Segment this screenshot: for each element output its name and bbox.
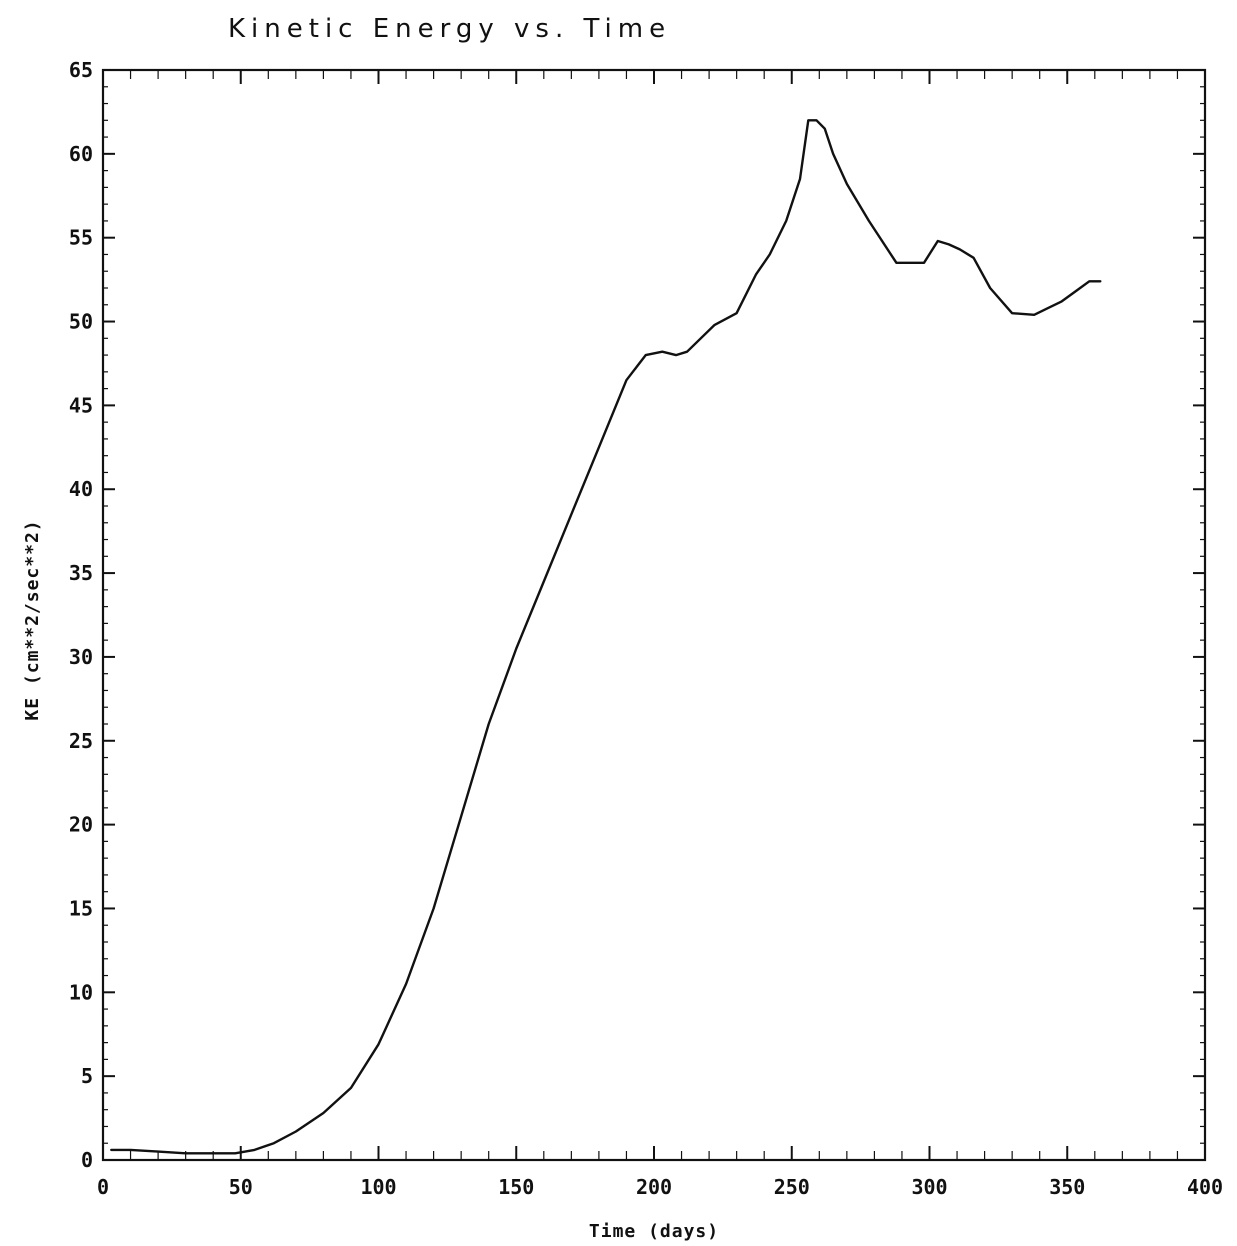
x-tick-label: 50: [229, 1175, 253, 1199]
chart-title: Kinetic Energy vs. Time: [228, 14, 671, 44]
x-tick-label: 0: [97, 1175, 109, 1199]
y-tick-label: 30: [69, 645, 93, 669]
y-tick-label: 5: [81, 1064, 93, 1088]
x-tick-label: 350: [1049, 1175, 1085, 1199]
series-line: [110, 119, 1102, 1155]
y-tick-label: 20: [69, 813, 93, 837]
y-tick-label: 15: [69, 896, 93, 920]
y-tick-label: 40: [69, 477, 93, 501]
x-tick-label: 150: [498, 1175, 534, 1199]
y-axis-label: KE (cm**2/sec**2): [22, 519, 43, 720]
y-tick-label: 65: [69, 58, 93, 82]
y-tick-label: 55: [69, 226, 93, 250]
y-tick-label: 25: [69, 729, 93, 753]
axis-ticks: [102, 69, 1206, 1161]
x-axis-label: Time (days): [589, 1221, 719, 1242]
y-tick-label: 10: [69, 980, 93, 1004]
x-tick-label: 400: [1187, 1175, 1223, 1199]
plot-frame: [101, 68, 1207, 1162]
x-tick-label: 300: [911, 1175, 947, 1199]
x-tick-label: 100: [360, 1175, 396, 1199]
y-tick-label: 35: [69, 561, 93, 585]
y-tick-label: 45: [69, 393, 93, 417]
y-tick-label: 50: [69, 310, 93, 334]
tick-labels: 0 50 100 150 200 250 300 350 400 0 5 10 15 20 25 30 35 40…: [69, 58, 1223, 1199]
x-tick-label: 250: [774, 1175, 810, 1199]
y-tick-label: 60: [69, 142, 93, 166]
y-tick-label: 0: [81, 1148, 93, 1172]
x-tick-label: 200: [636, 1175, 672, 1199]
